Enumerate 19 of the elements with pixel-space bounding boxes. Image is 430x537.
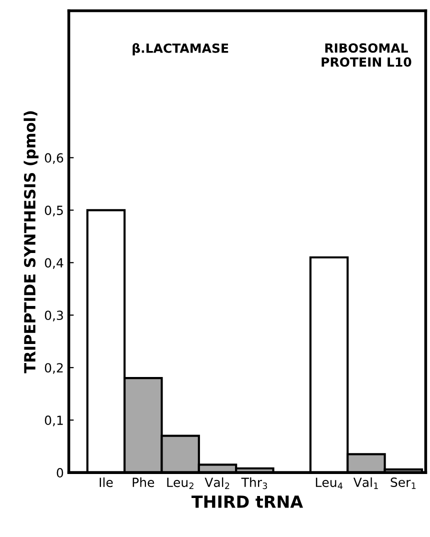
x-tick-label: Thr$_{3}$ xyxy=(241,477,267,490)
x-tick-label: Val$_{1}$ xyxy=(353,477,378,489)
y-tick-label: 0 xyxy=(56,468,64,478)
x-axis-title: THIRD tRNA xyxy=(192,496,303,508)
x-tick-label: Leu$_{2}$ xyxy=(167,478,194,489)
y-axis-title: TRIPEPTIDE SYNTHESIS (pmol) xyxy=(24,111,39,374)
y-tick-label: 0,2 xyxy=(44,363,63,374)
x-tick-label: Ser$_{1}$ xyxy=(390,478,416,489)
y-tick-label: 0,6 xyxy=(44,153,64,164)
y-tick-label: 0,3 xyxy=(44,310,63,322)
y-tick-label: 0,5 xyxy=(44,206,63,216)
x-tick-label: Phe xyxy=(132,477,154,488)
annotation: RIBOSOMAL PROTEIN L10 xyxy=(322,43,412,67)
x-tick-label: Leu$_{4}$ xyxy=(316,478,342,489)
y-tick-label: 0,1 xyxy=(44,416,63,426)
y-tick-label: 0,4 xyxy=(44,258,64,269)
x-tick-label: Val$_{2}$ xyxy=(204,477,230,489)
x-tick-label: Ile xyxy=(100,477,113,488)
annotation: β.LACTAMASE xyxy=(132,43,228,56)
